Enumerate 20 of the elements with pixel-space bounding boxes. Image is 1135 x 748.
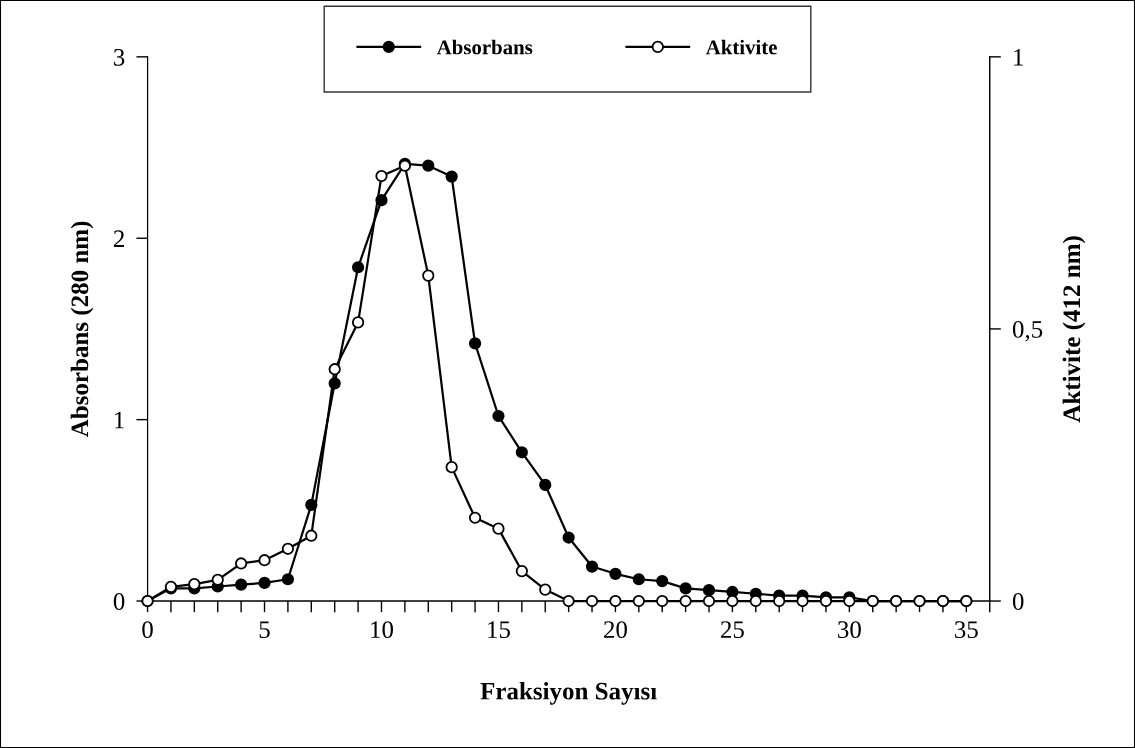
y2-tick-label: 0	[1012, 593, 1024, 610]
x-tick-label: 5	[259, 621, 270, 639]
y2-tick-label: 1	[1014, 49, 1023, 66]
y-tick-label: 0	[113, 593, 125, 610]
x-tick-label: 15	[488, 621, 510, 639]
y2-tick-label: 0,5	[1012, 320, 1043, 342]
x-tick-label: 35	[955, 621, 978, 639]
y-tick-label: 2	[113, 230, 124, 247]
legend-label: Absorbans	[436, 39, 533, 55]
x-tick-label: 25	[720, 621, 744, 639]
x-tick-label: 20	[604, 621, 627, 639]
y2-axis-title: Aktivite (412 nm)	[1062, 236, 1086, 423]
x-tick-label: 30	[838, 621, 861, 639]
x-axis-title: Fraksiyon Sayısı	[480, 682, 657, 705]
legend-label: Aktivite	[705, 39, 777, 55]
x-tick-label: 0	[142, 621, 153, 639]
y-axis-title: Absorbans (280 nm)	[70, 221, 94, 438]
y-tick-label: 3	[114, 48, 125, 66]
y-tick-label: 1	[115, 411, 124, 429]
x-tick-label: 10	[371, 621, 394, 639]
